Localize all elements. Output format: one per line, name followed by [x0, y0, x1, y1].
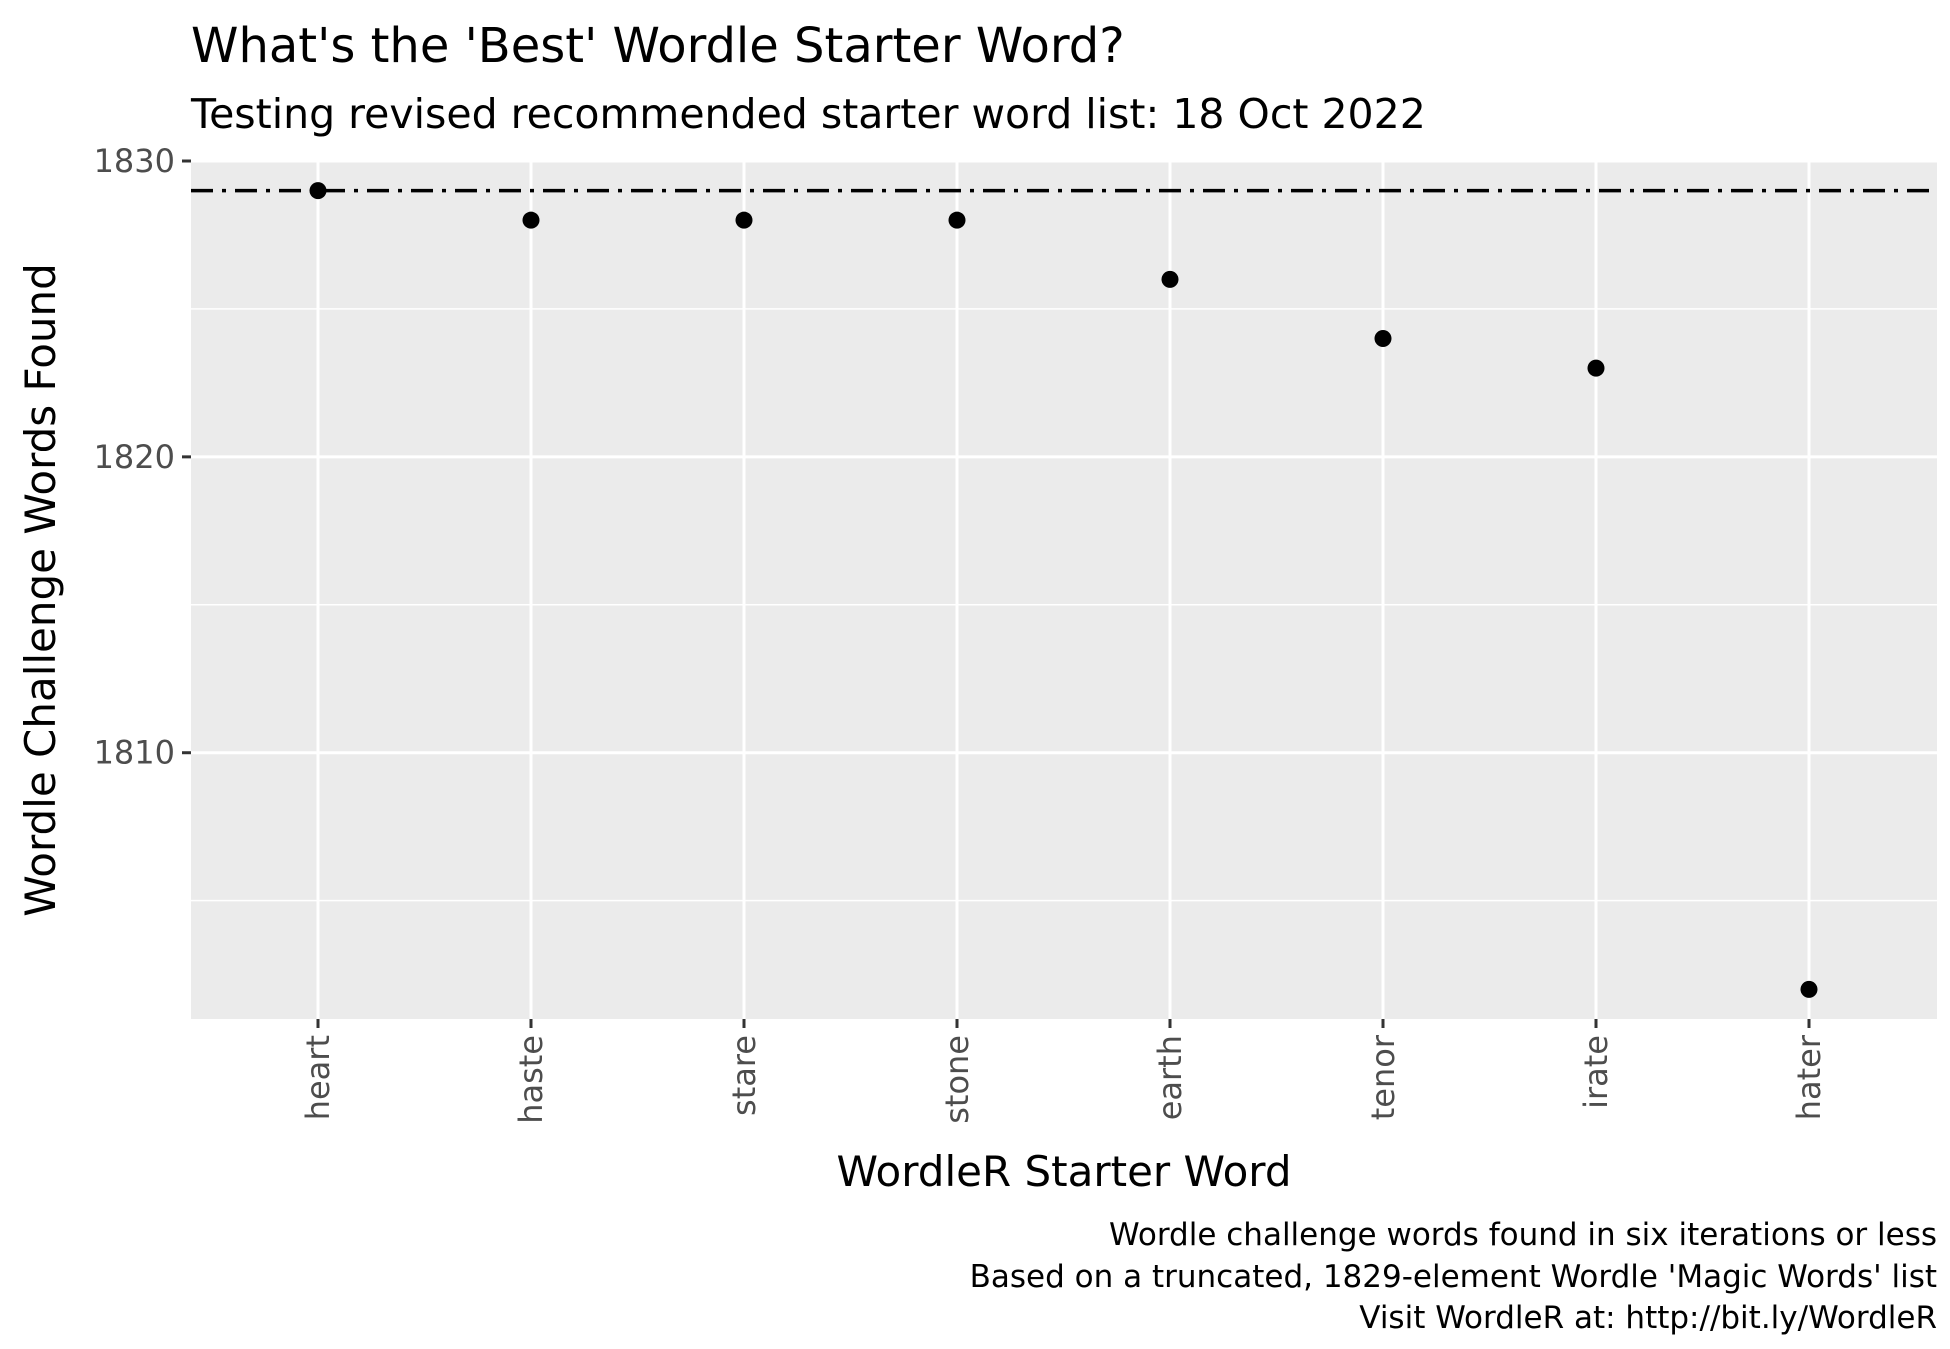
x-tick-label: earth	[1151, 1035, 1189, 1120]
caption-line-2: Based on a truncated, 1829-element Wordl…	[970, 1259, 1937, 1295]
x-tick-label: tenor	[1364, 1034, 1402, 1120]
major-grid	[191, 159, 1937, 1019]
x-axis: heart haste stare stone earth tenor irate hater	[299, 1019, 1828, 1124]
caption-line-3: Visit WordleR at: http://bit.ly/WordleR	[1359, 1300, 1937, 1336]
data-point	[1587, 359, 1605, 377]
data-point	[1374, 330, 1392, 348]
x-tick-label: stare	[725, 1035, 763, 1116]
minor-grid	[191, 308, 1937, 902]
y-tick-label: 1830	[94, 142, 175, 180]
data-point	[1800, 980, 1818, 998]
data-point	[522, 211, 540, 229]
y-axis-title: Wordle Challenge Words Found	[16, 263, 65, 917]
plot-panel	[191, 161, 1937, 1019]
x-tick-label: stone	[938, 1035, 976, 1124]
y-axis: 1810 1820 1830	[94, 142, 191, 772]
data-points	[309, 182, 1818, 998]
x-tick-label: haste	[512, 1035, 550, 1124]
x-axis-title: WordleR Starter Word	[836, 1147, 1291, 1196]
data-point	[735, 211, 753, 229]
data-point	[1161, 270, 1179, 288]
chart-subtitle: Testing revised recommended starter word…	[190, 90, 1426, 138]
y-tick-label: 1810	[94, 734, 175, 772]
x-tick-label: hater	[1790, 1034, 1828, 1120]
x-tick-label: irate	[1577, 1035, 1615, 1109]
data-point	[309, 182, 327, 200]
data-point	[948, 211, 966, 229]
chart-title: What's the 'Best' Wordle Starter Word?	[191, 18, 1125, 74]
y-tick-label: 1820	[94, 438, 175, 476]
x-tick-label: heart	[299, 1035, 337, 1120]
caption-line-1: Wordle challenge words found in six iter…	[1109, 1217, 1937, 1253]
